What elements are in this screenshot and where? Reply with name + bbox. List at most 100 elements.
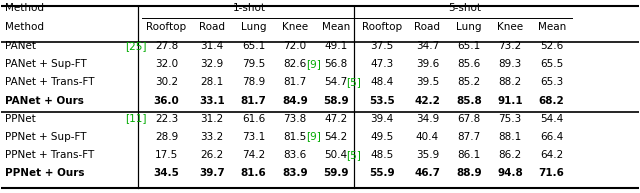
Text: 75.3: 75.3 [499,113,522,124]
Text: 32.9: 32.9 [200,59,223,69]
Text: 35.9: 35.9 [416,150,439,160]
Text: 83.6: 83.6 [284,150,307,160]
Text: 71.6: 71.6 [539,168,564,178]
Text: 88.1: 88.1 [499,132,522,142]
Text: [5]: [5] [346,77,361,87]
Text: 81.5: 81.5 [284,132,307,142]
Text: 81.7: 81.7 [241,96,266,106]
Text: 74.2: 74.2 [242,150,265,160]
Text: 65.1: 65.1 [457,41,481,51]
Text: PANet + Sup-FT: PANet + Sup-FT [4,59,90,69]
Text: 39.5: 39.5 [416,77,439,87]
Text: 64.2: 64.2 [540,150,563,160]
Text: 39.6: 39.6 [416,59,439,69]
Text: 53.5: 53.5 [369,96,395,106]
Text: 36.0: 36.0 [154,96,179,106]
Text: 86.2: 86.2 [499,150,522,160]
Text: Method: Method [4,3,44,13]
Text: 49.1: 49.1 [324,41,348,51]
Text: 83.9: 83.9 [282,168,308,178]
Text: 28.9: 28.9 [155,132,178,142]
Text: 73.1: 73.1 [242,132,265,142]
Text: 79.5: 79.5 [242,59,265,69]
Text: Lung: Lung [456,22,481,32]
Text: 39.7: 39.7 [199,168,225,178]
Text: 65.1: 65.1 [242,41,265,51]
Text: 47.2: 47.2 [324,113,348,124]
Text: 81.7: 81.7 [284,77,307,87]
Text: 34.9: 34.9 [416,113,439,124]
Text: 87.7: 87.7 [457,132,481,142]
Text: 17.5: 17.5 [155,150,178,160]
Text: 22.3: 22.3 [155,113,178,124]
Text: Knee: Knee [497,22,524,32]
Text: 68.2: 68.2 [539,96,564,106]
Text: 54.7: 54.7 [324,77,348,87]
Text: PPNet + Ours: PPNet + Ours [4,168,84,178]
Text: 89.3: 89.3 [499,59,522,69]
Text: Rooftop: Rooftop [147,22,186,32]
Text: 32.0: 32.0 [155,59,178,69]
Text: 56.8: 56.8 [324,59,348,69]
Text: 86.1: 86.1 [457,150,481,160]
Text: 65.3: 65.3 [540,77,563,87]
Text: 59.9: 59.9 [323,168,349,178]
Text: Road: Road [199,22,225,32]
Text: 73.8: 73.8 [284,113,307,124]
Text: 88.2: 88.2 [499,77,522,87]
Text: 31.4: 31.4 [200,41,223,51]
Text: 55.9: 55.9 [369,168,395,178]
Text: 66.4: 66.4 [540,132,563,142]
Text: Rooftop: Rooftop [362,22,402,32]
Text: 84.9: 84.9 [282,96,308,106]
Text: 1-shot: 1-shot [233,3,266,13]
Text: 34.5: 34.5 [154,168,179,178]
Text: Mean: Mean [322,22,350,32]
Text: 88.9: 88.9 [456,168,482,178]
Text: 42.2: 42.2 [415,96,440,106]
Text: 58.9: 58.9 [323,96,349,106]
Text: 27.8: 27.8 [155,41,178,51]
Text: 26.2: 26.2 [200,150,223,160]
Text: 49.5: 49.5 [370,132,394,142]
Text: 65.5: 65.5 [540,59,563,69]
Text: Method: Method [4,22,44,32]
Text: [25]: [25] [125,41,147,51]
Text: Mean: Mean [538,22,566,32]
Text: 40.4: 40.4 [416,132,439,142]
Text: 61.6: 61.6 [242,113,265,124]
Text: Road: Road [414,22,440,32]
Text: 50.4: 50.4 [324,150,348,160]
Text: 46.7: 46.7 [414,168,440,178]
Text: 37.5: 37.5 [370,41,394,51]
Text: 81.6: 81.6 [241,168,266,178]
Text: 31.2: 31.2 [200,113,223,124]
Text: PANet + Trans-FT: PANet + Trans-FT [4,77,97,87]
Text: PANet + Ours: PANet + Ours [4,96,83,106]
Text: 78.9: 78.9 [242,77,265,87]
Text: PPNet: PPNet [4,113,38,124]
Text: 39.4: 39.4 [370,113,394,124]
Text: PPNet + Trans-FT: PPNet + Trans-FT [4,150,97,160]
Text: 28.1: 28.1 [200,77,223,87]
Text: 5-shot: 5-shot [448,3,481,13]
Text: 72.0: 72.0 [284,41,307,51]
Text: 30.2: 30.2 [155,77,178,87]
Text: Knee: Knee [282,22,308,32]
Text: 47.3: 47.3 [370,59,394,69]
Text: 34.7: 34.7 [416,41,439,51]
Text: 94.8: 94.8 [497,168,523,178]
Text: 52.6: 52.6 [540,41,563,51]
Text: [9]: [9] [306,59,321,69]
Text: [5]: [5] [346,150,361,160]
Text: 48.5: 48.5 [370,150,394,160]
Text: 82.6: 82.6 [284,59,307,69]
Text: 33.2: 33.2 [200,132,223,142]
Text: 73.2: 73.2 [499,41,522,51]
Text: 85.2: 85.2 [457,77,481,87]
Text: PPNet + Sup-FT: PPNet + Sup-FT [4,132,90,142]
Text: Lung: Lung [241,22,266,32]
Text: 48.4: 48.4 [370,77,394,87]
Text: 67.8: 67.8 [457,113,481,124]
Text: 91.1: 91.1 [497,96,523,106]
